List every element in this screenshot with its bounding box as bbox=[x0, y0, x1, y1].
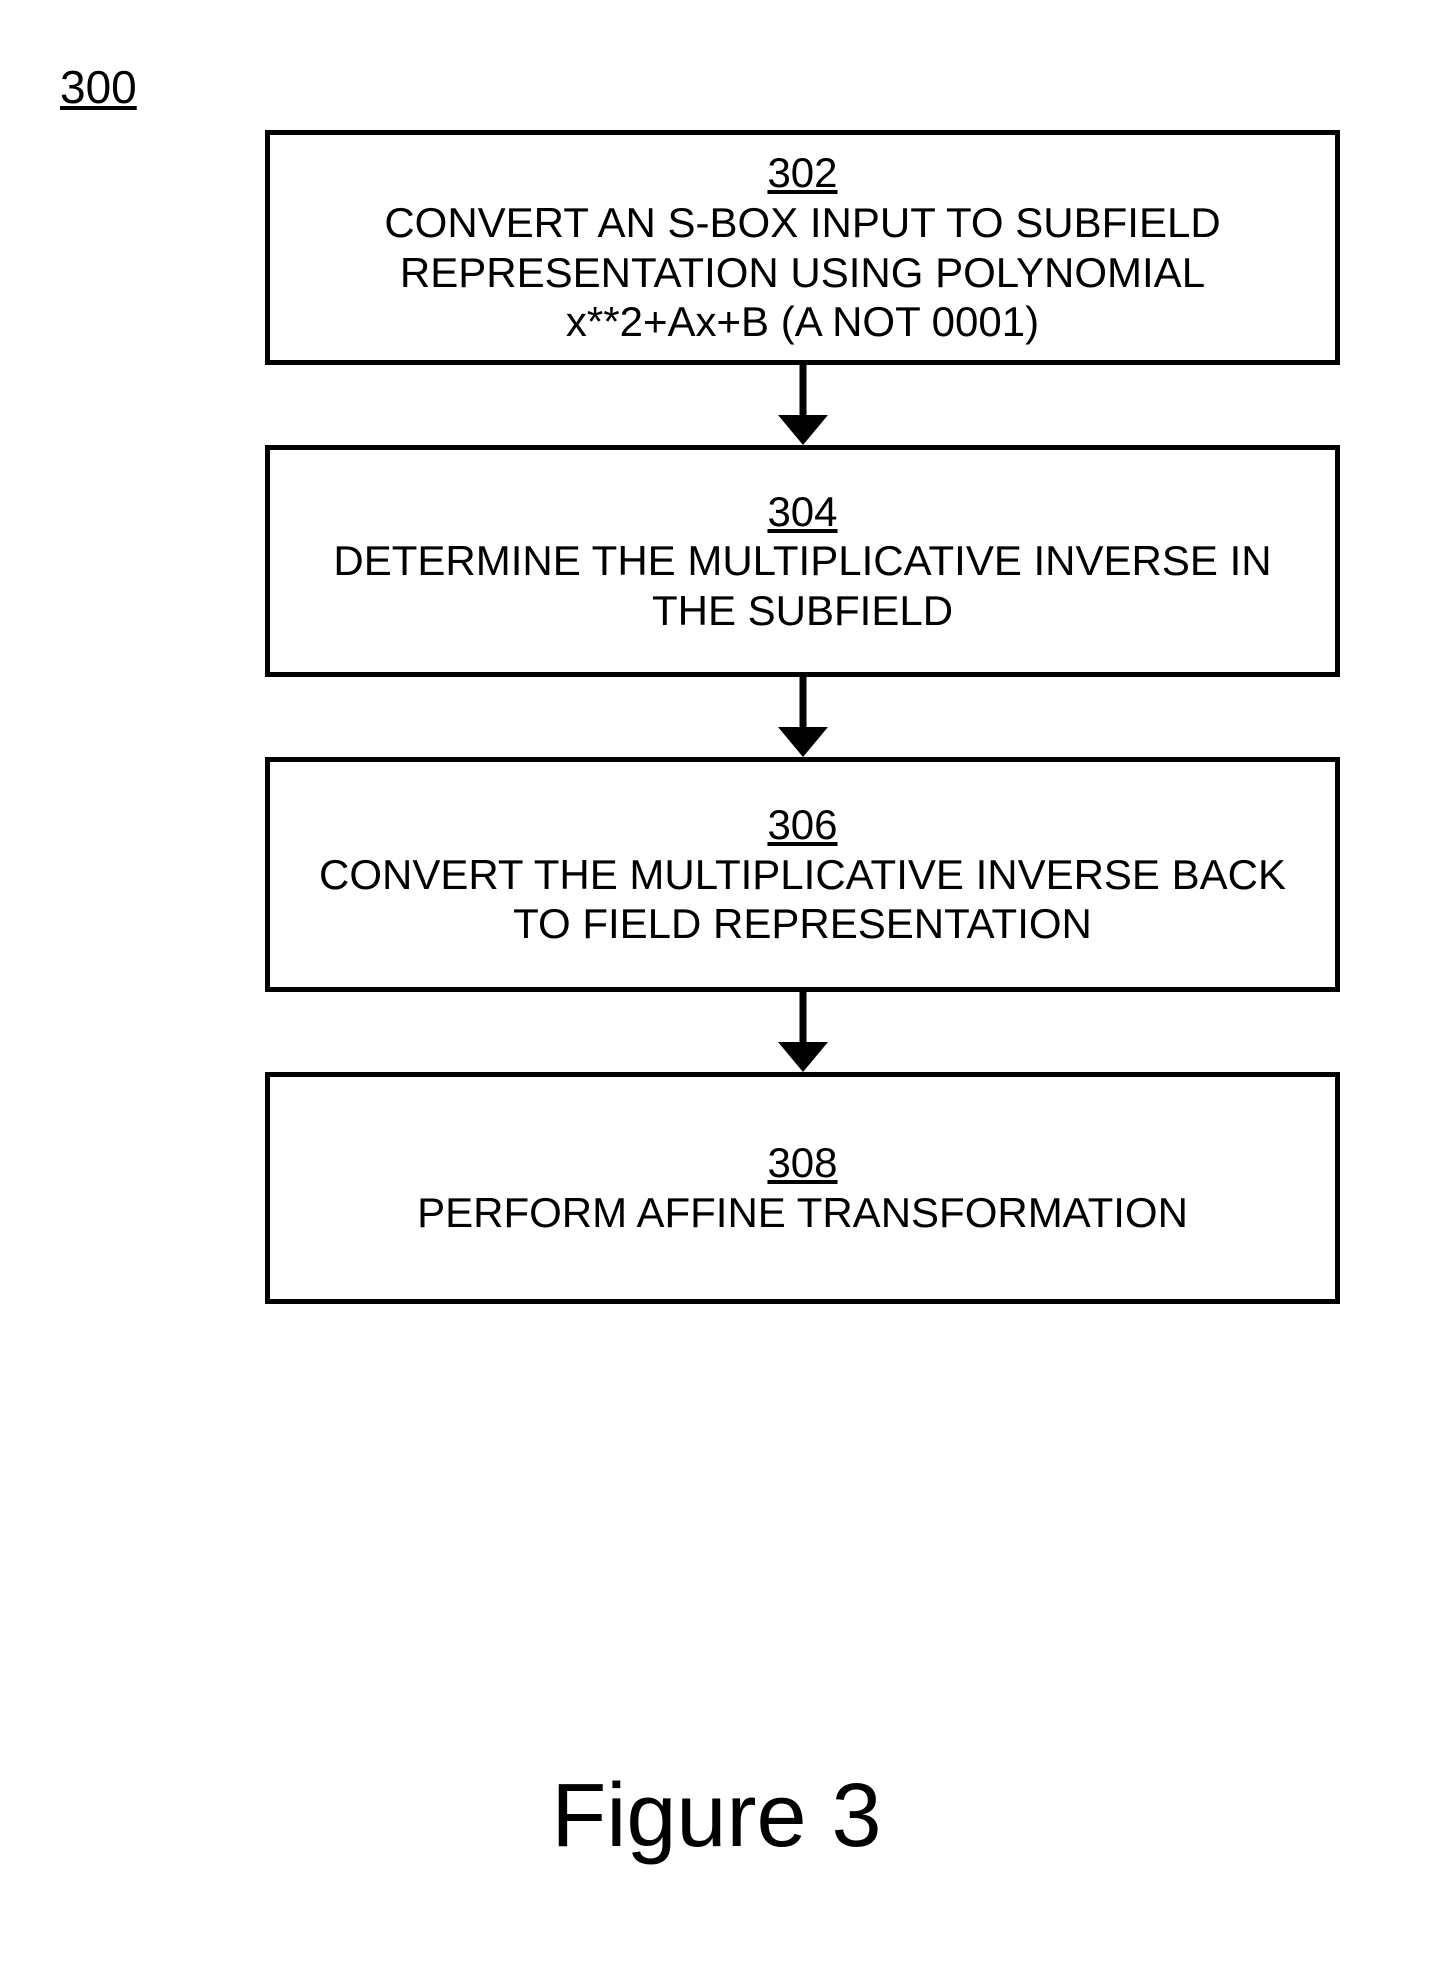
node-text-line: x**2+Ax+B (A NOT 0001) bbox=[566, 297, 1039, 347]
flowchart-arrow bbox=[265, 992, 1340, 1072]
node-text-line: DETERMINE THE MULTIPLICATIVE INVERSE IN bbox=[333, 536, 1271, 586]
node-number: 302 bbox=[767, 148, 837, 198]
flowchart-node-302: 302CONVERT AN S-BOX INPUT TO SUBFIELDREP… bbox=[265, 130, 1340, 365]
flowchart-node-308: 308PERFORM AFFINE TRANSFORMATION bbox=[265, 1072, 1340, 1304]
node-text-line: THE SUBFIELD bbox=[652, 586, 953, 636]
node-text-line: TO FIELD REPRESENTATION bbox=[513, 899, 1092, 949]
node-text-line: PERFORM AFFINE TRANSFORMATION bbox=[417, 1188, 1188, 1238]
node-text-line: CONVERT THE MULTIPLICATIVE INVERSE BACK bbox=[319, 850, 1286, 900]
flowchart-arrow bbox=[265, 365, 1340, 445]
flowchart-arrow bbox=[265, 677, 1340, 757]
figure-caption: Figure 3 bbox=[0, 1765, 1433, 1868]
node-number: 304 bbox=[767, 487, 837, 537]
node-number: 308 bbox=[767, 1138, 837, 1188]
node-text-line: CONVERT AN S-BOX INPUT TO SUBFIELD bbox=[384, 198, 1220, 248]
flowchart-node-306: 306CONVERT THE MULTIPLICATIVE INVERSE BA… bbox=[265, 757, 1340, 992]
flowchart-node-304: 304DETERMINE THE MULTIPLICATIVE INVERSE … bbox=[265, 445, 1340, 677]
node-text-line: REPRESENTATION USING POLYNOMIAL bbox=[400, 248, 1205, 298]
node-number: 306 bbox=[767, 800, 837, 850]
flowchart: 302CONVERT AN S-BOX INPUT TO SUBFIELDREP… bbox=[265, 130, 1340, 1304]
figure-number-label: 300 bbox=[60, 60, 137, 114]
